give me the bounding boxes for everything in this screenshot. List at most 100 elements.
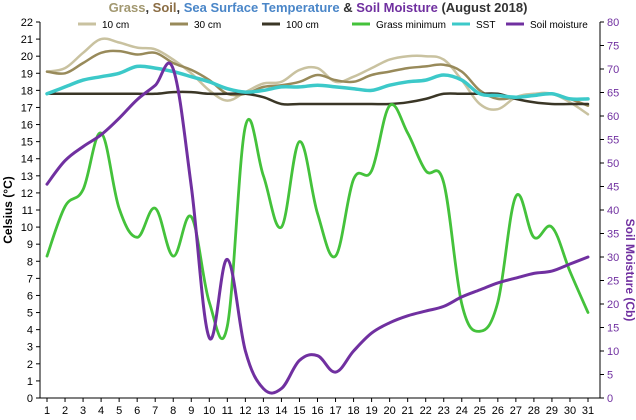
left-tick-label: 22 (21, 17, 33, 29)
series-line-sst (45, 64, 590, 102)
right-tick-label: 0 (607, 393, 613, 405)
right-tick-label: 80 (607, 17, 619, 29)
left-tick-label: 12 (21, 188, 33, 200)
legend-item: SST (452, 20, 495, 31)
left-tick-label: 0 (27, 393, 33, 405)
legend-label: 30 cm (194, 20, 221, 31)
bottom-tick-label: 26 (492, 405, 504, 417)
bottom-tick-label: 14 (275, 405, 287, 417)
legend-label: 100 cm (286, 20, 319, 31)
plot-area (39, 22, 601, 399)
chart-title: Grass, Soil, Sea Surface Temperature & S… (109, 0, 528, 15)
left-tick-label: 2 (27, 359, 33, 371)
bottom-tick-label: 11 (222, 405, 233, 417)
bottom-tick-label: 18 (347, 405, 359, 417)
legend: 10 cm 30 cm 100 cm Grass minimum SST Soil moi… (78, 20, 588, 31)
right-tick-label: 55 (607, 135, 619, 147)
legend-item: 100 cm (262, 20, 319, 31)
right-tick-label: 40 (607, 205, 619, 217)
bottom-tick-label: 28 (528, 405, 540, 417)
series-line-soil-moisture (45, 61, 590, 395)
bottom-tick-label: 30 (564, 405, 576, 417)
y2-axis-title: Soil Moisture (Cb) (623, 219, 636, 322)
bottom-tick-label: 5 (116, 405, 122, 417)
legend-item: 30 cm (170, 20, 221, 31)
right-tick-label: 50 (607, 158, 619, 170)
bottom-tick-label: 17 (329, 405, 341, 417)
left-tick-label: 21 (21, 34, 33, 46)
bottom-tick-label: 8 (170, 405, 176, 417)
series-line-10-cm (45, 37, 590, 116)
left-tick-label: 5 (27, 308, 33, 320)
right-axis-ticks: 0 5 10 15 20 25 30 35 40 45 50 55 60 65 70 75 80 (600, 17, 619, 405)
left-tick-label: 19 (21, 68, 33, 80)
right-tick-label: 30 (607, 252, 619, 264)
left-tick-label: 7 (27, 273, 33, 285)
bottom-tick-label: 16 (311, 405, 323, 417)
left-tick-label: 10 (21, 222, 33, 234)
bottom-axis-ticks: 1 2 3 4 5 6 7 8 9 10 11 12 13 14 15 16 17 18 19 20 21 22 23 24 2… (44, 398, 594, 417)
title-part: , (177, 0, 184, 15)
bottom-tick-label: 15 (293, 405, 305, 417)
right-tick-label: 60 (607, 111, 619, 123)
bottom-tick-label: 29 (546, 405, 558, 417)
bottom-tick-label: 3 (80, 405, 86, 417)
legend-item: 10 cm (78, 20, 129, 31)
right-tick-label: 45 (607, 182, 619, 194)
right-tick-label: 20 (607, 299, 619, 311)
title-part: Sea Surface Temperature (184, 0, 340, 15)
bottom-tick-label: 27 (510, 405, 522, 417)
bottom-tick-label: 7 (152, 405, 158, 417)
bottom-tick-label: 4 (98, 405, 104, 417)
title-part: Soil Moisture (356, 0, 438, 15)
right-tick-label: 5 (607, 370, 613, 382)
bottom-tick-label: 23 (438, 405, 450, 417)
bottom-tick-label: 24 (456, 405, 468, 417)
bottom-tick-label: 10 (203, 405, 215, 417)
left-tick-label: 17 (21, 102, 33, 114)
series-line-grass-minimum (45, 103, 590, 341)
bottom-tick-label: 22 (420, 405, 432, 417)
legend-item: Grass minimum (352, 20, 446, 31)
right-tick-label: 10 (607, 346, 619, 358)
title-part: Soil (153, 0, 177, 15)
left-tick-label: 16 (21, 120, 33, 132)
left-tick-label: 13 (21, 171, 33, 183)
left-tick-label: 15 (21, 137, 33, 149)
left-tick-label: 8 (27, 256, 33, 268)
bottom-tick-label: 31 (582, 405, 594, 417)
bottom-tick-label: 9 (188, 405, 194, 417)
bottom-tick-label: 25 (474, 405, 486, 417)
right-tick-label: 70 (607, 64, 619, 76)
left-tick-label: 9 (27, 239, 33, 251)
y-axis-title: Celsius (°C) (1, 176, 15, 243)
series-line-30-cm (45, 49, 590, 107)
legend-item: Soil moisture (506, 20, 588, 31)
left-tick-label: 4 (27, 325, 33, 337)
right-tick-label: 25 (607, 276, 619, 288)
bottom-tick-label: 21 (402, 405, 414, 417)
title-part: & (340, 0, 357, 15)
bottom-tick-label: 13 (257, 405, 269, 417)
left-tick-label: 18 (21, 85, 33, 97)
right-tick-label: 75 (607, 41, 619, 53)
legend-label: SST (476, 20, 495, 31)
legend-label: 10 cm (102, 20, 129, 31)
title-part: (August 2018) (438, 0, 528, 15)
right-tick-label: 15 (607, 323, 619, 335)
bottom-tick-label: 6 (134, 405, 140, 417)
right-tick-label: 35 (607, 229, 619, 241)
title-part: , (145, 0, 152, 15)
left-tick-label: 6 (27, 290, 33, 302)
bottom-tick-label: 1 (44, 405, 50, 417)
right-tick-label: 65 (607, 88, 619, 100)
legend-label: Soil moisture (530, 20, 588, 31)
left-tick-label: 20 (21, 51, 33, 63)
left-tick-label: 3 (27, 342, 33, 354)
bottom-tick-label: 12 (239, 405, 251, 417)
series-group (45, 37, 590, 395)
left-tick-label: 1 (27, 376, 33, 388)
left-tick-label: 11 (22, 205, 33, 217)
